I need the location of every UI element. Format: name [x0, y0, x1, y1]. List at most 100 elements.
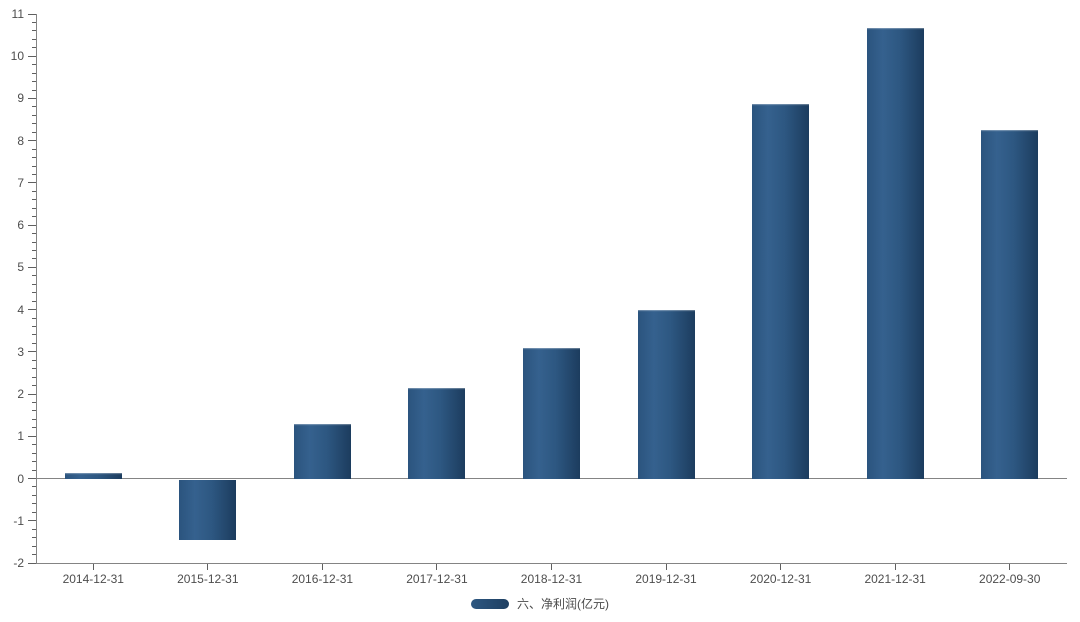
- x-tick-label: 2017-12-31: [406, 572, 468, 586]
- y-minor-tick: [32, 511, 36, 513]
- y-minor-tick: [32, 38, 36, 40]
- y-tick-label: -1: [13, 513, 24, 528]
- y-minor-tick: [32, 131, 36, 133]
- y-minor-tick: [32, 258, 36, 260]
- y-minor-tick: [32, 494, 36, 496]
- bar-2021-12-31[interactable]: [866, 27, 924, 479]
- y-minor-tick: [32, 207, 36, 209]
- x-tick: [551, 564, 552, 570]
- y-major-tick: [28, 140, 36, 142]
- y-major-tick: [28, 309, 36, 311]
- y-minor-tick: [32, 233, 36, 235]
- x-tick-label: 2015-12-31: [177, 572, 239, 586]
- y-tick-label: 0: [17, 471, 24, 486]
- y-major-tick: [28, 351, 36, 353]
- x-tick: [436, 564, 438, 570]
- y-minor-tick: [32, 123, 36, 125]
- y-minor-tick: [32, 249, 36, 251]
- x-tick-label: 2020-12-31: [749, 572, 812, 586]
- y-tick-label: 1: [17, 429, 24, 444]
- y-minor-tick: [32, 21, 36, 23]
- y-minor-tick: [32, 64, 36, 66]
- y-minor-tick: [32, 418, 36, 420]
- y-minor-tick: [32, 554, 36, 556]
- y-minor-tick: [32, 545, 36, 547]
- y-minor-tick: [32, 241, 36, 243]
- x-tick-label: 2022-09-30: [979, 572, 1041, 586]
- y-major-tick: [28, 393, 36, 395]
- y-major-tick: [28, 478, 36, 480]
- y-minor-tick: [32, 275, 36, 277]
- y-minor-tick: [32, 368, 36, 370]
- y-minor-tick: [32, 444, 36, 446]
- y-tick-label: 10: [10, 49, 24, 64]
- x-tick: [780, 564, 782, 570]
- y-minor-tick: [32, 190, 36, 192]
- y-minor-tick: [32, 148, 36, 150]
- y-minor-tick: [32, 72, 36, 74]
- x-tick: [1009, 564, 1011, 570]
- y-minor-tick: [32, 410, 36, 412]
- y-major-tick: [28, 520, 36, 522]
- y-minor-tick: [32, 537, 36, 539]
- y-tick-label: 11: [11, 7, 24, 21]
- y-major-tick: [28, 182, 36, 184]
- y-minor-tick: [32, 216, 36, 218]
- bar-2015-12-31[interactable]: [179, 479, 237, 540]
- y-minor-tick: [32, 300, 36, 302]
- y-minor-tick: [32, 376, 36, 378]
- y-minor-tick: [32, 30, 36, 32]
- zero-baseline: [36, 478, 1067, 480]
- y-major-tick: [28, 435, 36, 437]
- y-minor-tick: [32, 283, 36, 285]
- x-axis-line: [36, 563, 1067, 564]
- y-tick-label: 8: [17, 133, 24, 148]
- y-minor-tick: [32, 81, 36, 83]
- y-minor-tick: [32, 342, 36, 344]
- x-tick: [92, 564, 94, 570]
- y-minor-tick: [32, 199, 36, 201]
- y-minor-tick: [32, 157, 36, 159]
- bar-2018-12-31[interactable]: [523, 347, 580, 479]
- y-major-tick: [28, 97, 36, 99]
- y-minor-tick: [32, 106, 36, 108]
- y-minor-tick: [32, 528, 36, 530]
- y-minor-tick: [32, 385, 36, 387]
- y-major-tick: [28, 13, 36, 15]
- y-major-tick: [28, 55, 36, 57]
- y-tick-label: -2: [13, 556, 24, 570]
- x-tick: [321, 564, 323, 570]
- y-minor-tick: [32, 165, 36, 167]
- y-minor-tick: [32, 402, 36, 404]
- y-tick-label: 5: [17, 260, 24, 275]
- x-tick-label: 2021-12-31: [864, 572, 926, 586]
- bar-2022-09-30[interactable]: [981, 130, 1039, 479]
- y-minor-tick: [32, 427, 36, 429]
- y-minor-tick: [32, 461, 36, 463]
- y-tick-label: 7: [17, 175, 24, 190]
- bar-2020-12-31[interactable]: [752, 103, 810, 479]
- y-tick-label: 6: [17, 218, 24, 233]
- y-tick-label: 2: [17, 387, 24, 402]
- y-minor-tick: [32, 503, 36, 505]
- y-major-tick: [28, 266, 36, 268]
- y-minor-tick: [32, 89, 36, 91]
- y-minor-tick: [32, 334, 36, 336]
- y-minor-tick: [32, 452, 36, 454]
- y-minor-tick: [32, 114, 36, 116]
- bar-2019-12-31[interactable]: [637, 309, 695, 479]
- legend-swatch-icon: [471, 599, 509, 609]
- x-tick-label: 2016-12-31: [291, 572, 354, 586]
- legend[interactable]: 六、净利润(亿元): [0, 594, 1080, 614]
- bar-2017-12-31[interactable]: [408, 387, 466, 479]
- y-axis-line: [36, 14, 37, 563]
- x-tick: [894, 564, 896, 570]
- bar-2016-12-31[interactable]: [293, 423, 351, 479]
- x-tick: [665, 564, 667, 570]
- y-tick-label: 9: [17, 91, 24, 106]
- y-minor-tick: [32, 173, 36, 175]
- legend-label: 六、净利润(亿元): [517, 597, 609, 611]
- y-minor-tick: [32, 359, 36, 361]
- bar-2014-12-31[interactable]: [64, 472, 122, 479]
